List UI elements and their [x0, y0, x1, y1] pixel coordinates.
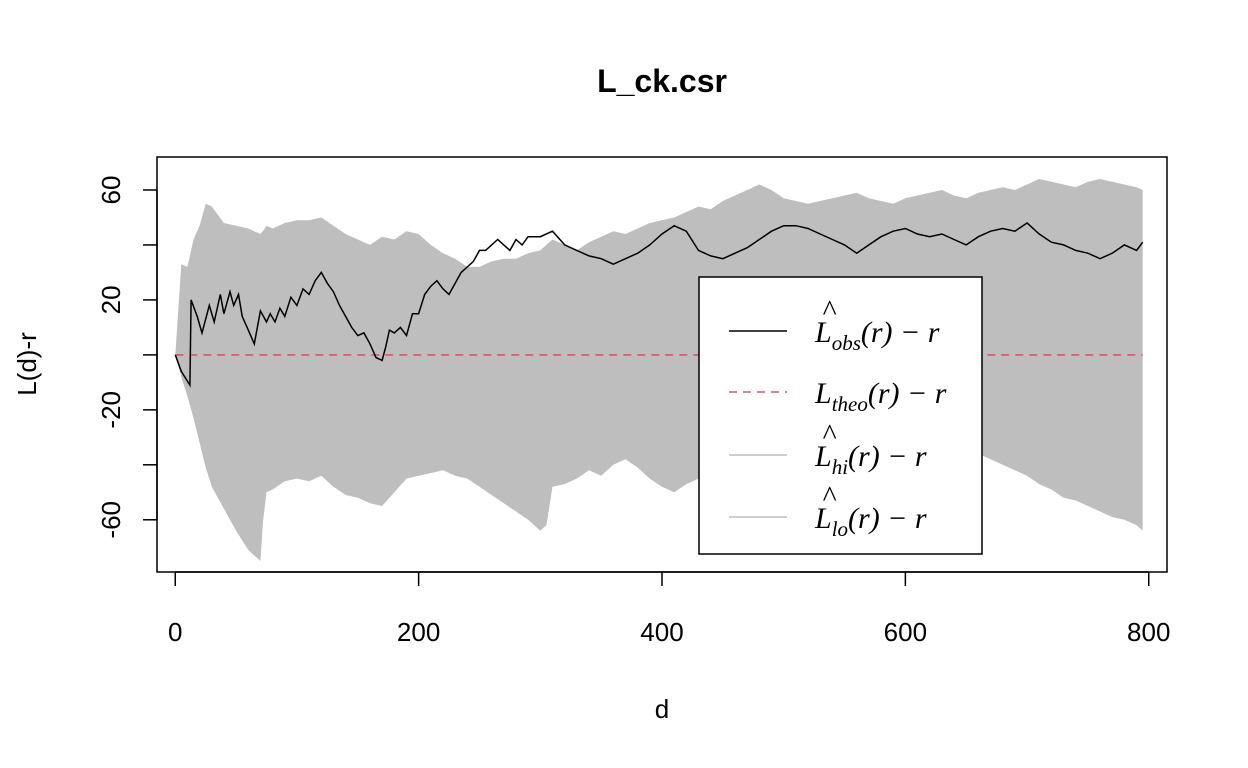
x-tick-label: 0	[168, 617, 182, 647]
legend-item-lo: Llo(r) − r^	[729, 480, 927, 541]
x-tick-label: 400	[640, 617, 683, 647]
obs-series-line	[174, 222, 1144, 388]
y-tick-label: 60	[96, 176, 126, 205]
x-tick-label: 200	[397, 617, 440, 647]
y-axis: -60 -20 20 60	[96, 176, 158, 539]
y-tick-label: -20	[96, 391, 126, 429]
legend-label-lo: Llo(r) − r	[814, 502, 927, 541]
x-axis-label: d	[655, 694, 669, 724]
legend-box	[698, 276, 983, 555]
y-axis-label: L(d)-r	[12, 332, 42, 396]
legend-item-obs: Lobs(r) − r^	[729, 294, 940, 355]
x-tick-label: 600	[884, 617, 927, 647]
series-layer	[174, 222, 1144, 388]
legend-item-hi: Lhi(r) − r^	[729, 418, 927, 479]
x-tick-label: 800	[1127, 617, 1170, 647]
legend-label-theo: Ltheo(r) − r	[814, 377, 947, 416]
hat-glyph: ^	[822, 418, 837, 451]
hat-glyph: ^	[822, 294, 837, 327]
x-axis: 0 200 400 600 800	[168, 571, 1170, 647]
hat-glyph: ^	[822, 480, 837, 513]
legend-label-hi: Lhi(r) − r	[814, 440, 927, 479]
legend-label-obs: Lobs(r) − r	[814, 316, 940, 355]
y-tick-label: -60	[96, 501, 126, 539]
y-tick-label: 20	[96, 285, 126, 314]
legend-item-theo: Ltheo(r) − r	[729, 377, 947, 416]
chart-title: L_ck.csr	[597, 63, 727, 99]
